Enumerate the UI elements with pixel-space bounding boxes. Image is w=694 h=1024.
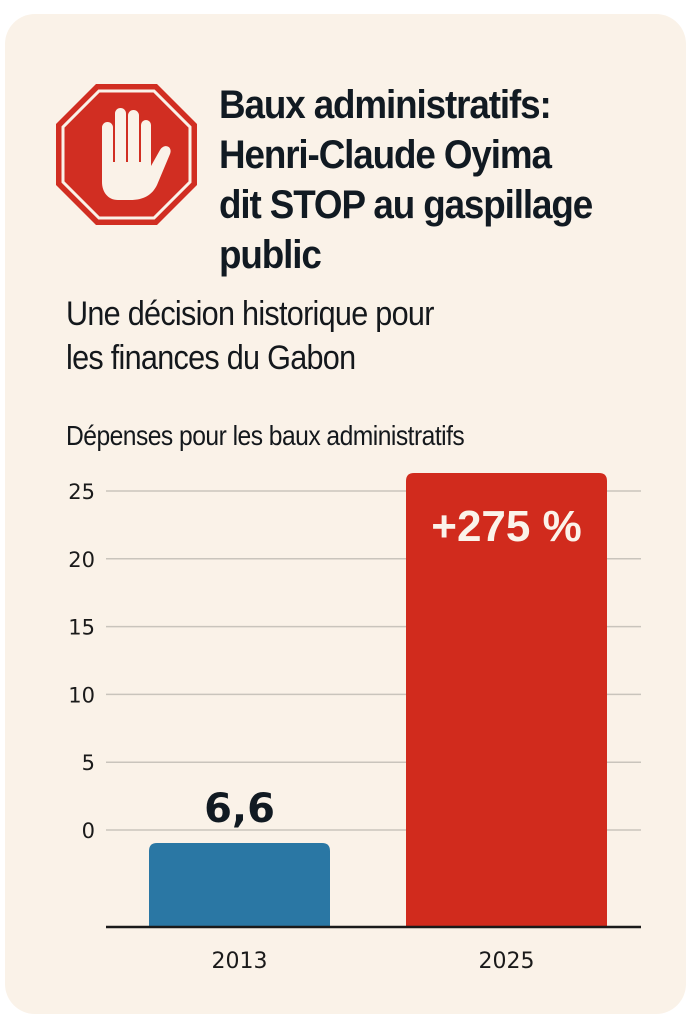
- y-tick-label: 10: [68, 683, 95, 707]
- y-tick-label: 20: [68, 548, 95, 572]
- bar-2025: [406, 473, 607, 927]
- chart-title: Dépenses pour les baux administratifs: [66, 420, 465, 451]
- data-label-percent: +275 %: [431, 502, 581, 551]
- headline: Baux administratifs: Henri-Claude Oyima …: [219, 83, 593, 277]
- stop-hand-icon: [56, 84, 197, 225]
- y-tick-label: 5: [82, 751, 95, 775]
- y-tick-label: 0: [82, 819, 95, 843]
- y-tick-label: 15: [68, 616, 95, 640]
- x-tick-label: 2025: [479, 949, 535, 974]
- subheadline: Une décision historique pour les finance…: [66, 295, 434, 377]
- x-tick-label: 2013: [212, 949, 268, 974]
- data-label: 6,6: [204, 786, 275, 832]
- y-tick-label: 25: [68, 480, 95, 504]
- bar-2013: [149, 843, 330, 927]
